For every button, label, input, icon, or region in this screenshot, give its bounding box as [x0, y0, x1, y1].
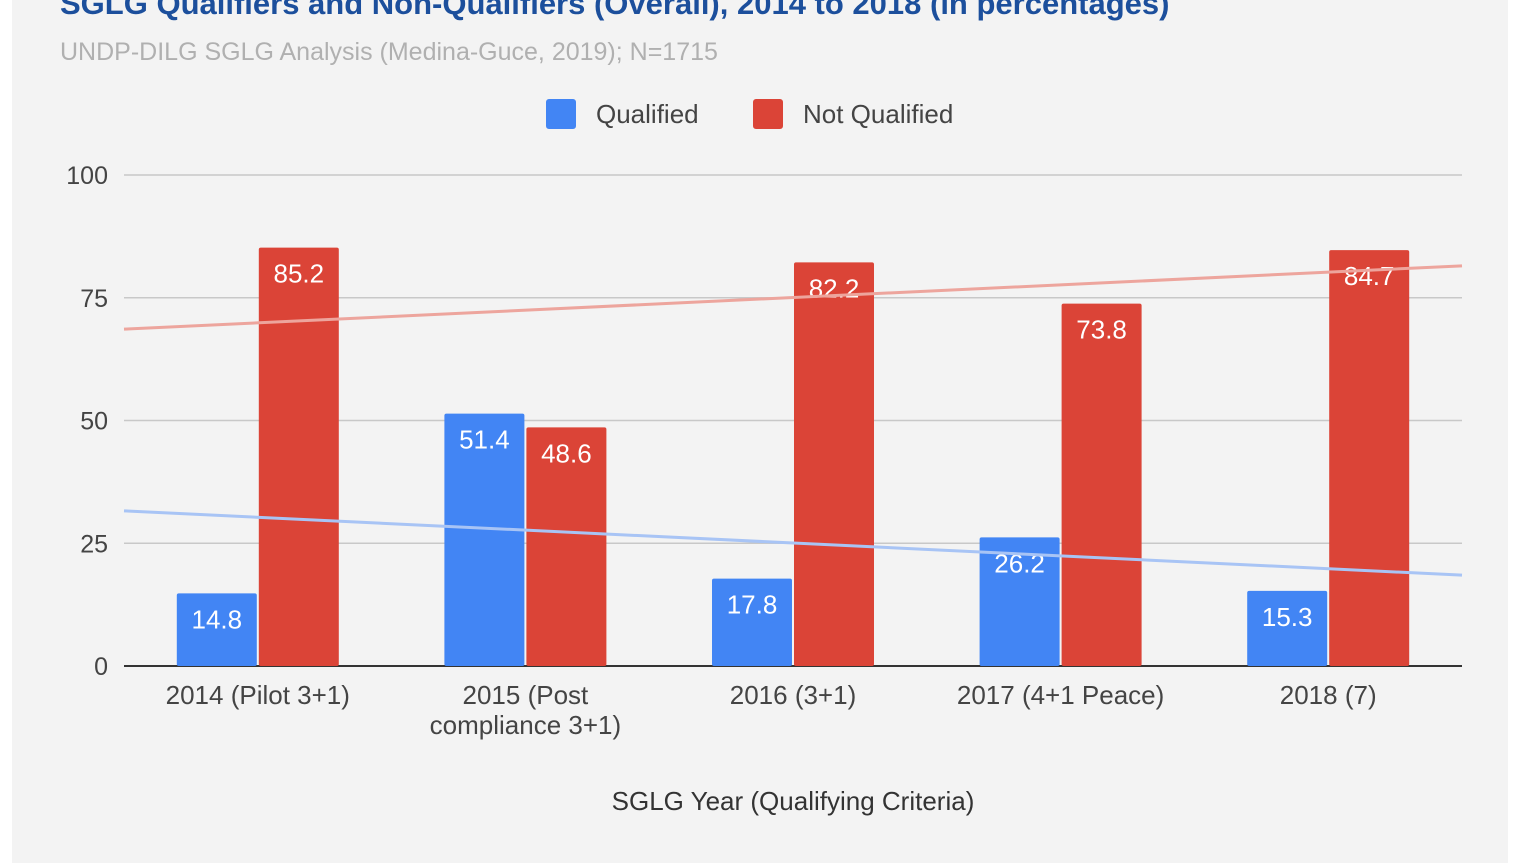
x-tick-label: 2017 (4+1 Peace) [957, 680, 1164, 710]
legend-label: Qualified [596, 99, 699, 129]
bar-not-qualified [1329, 250, 1410, 667]
data-label: 17.8 [727, 590, 778, 620]
data-label: 51.4 [459, 425, 510, 455]
chart-title: SGLG Qualifiers and Non-Qualifiers (Over… [60, 0, 1170, 21]
x-tick-label: 2018 (7) [1280, 680, 1377, 710]
y-tick-label: 50 [80, 408, 108, 436]
bar-qualified [176, 593, 257, 666]
x-tick-label: 2016 (3+1) [730, 680, 856, 710]
y-tick-label: 100 [66, 162, 108, 190]
data-label: 14.8 [191, 604, 242, 634]
bar-qualified [712, 578, 792, 666]
x-axis-title: SGLG Year (Qualifying Criteria) [612, 786, 975, 816]
data-label: 82.2 [809, 273, 860, 303]
legend-swatch [753, 99, 783, 129]
y-tick-label: 75 [80, 285, 108, 313]
data-label: 48.6 [541, 438, 592, 468]
data-label: 73.8 [1076, 315, 1127, 345]
bar-qualified [979, 537, 1060, 666]
x-tick-label: compliance 3+1) [430, 710, 622, 740]
bar-not-qualified [794, 262, 874, 666]
bar-not-qualified [1061, 303, 1142, 666]
chart-subtitle: UNDP-DILG SGLG Analysis (Medina-Guce, 20… [60, 38, 718, 66]
bar-qualified [1247, 590, 1328, 666]
x-tick-label: 2015 (Post [463, 680, 590, 710]
bar-qualified [444, 413, 525, 666]
data-label: 84.7 [1344, 261, 1395, 291]
data-label: 15.3 [1262, 602, 1313, 632]
bar-not-qualified [526, 427, 607, 666]
x-tick-label: 2014 (Pilot 3+1) [166, 680, 350, 710]
legend-swatch [546, 99, 576, 129]
trendline [123, 264, 1463, 331]
y-tick-label: 0 [94, 653, 108, 681]
trendline [123, 509, 1463, 577]
y-tick-label: 25 [80, 530, 108, 558]
legend-label: Not Qualified [803, 99, 953, 129]
data-label: 85.2 [273, 259, 324, 289]
bar-not-qualified [258, 247, 339, 666]
